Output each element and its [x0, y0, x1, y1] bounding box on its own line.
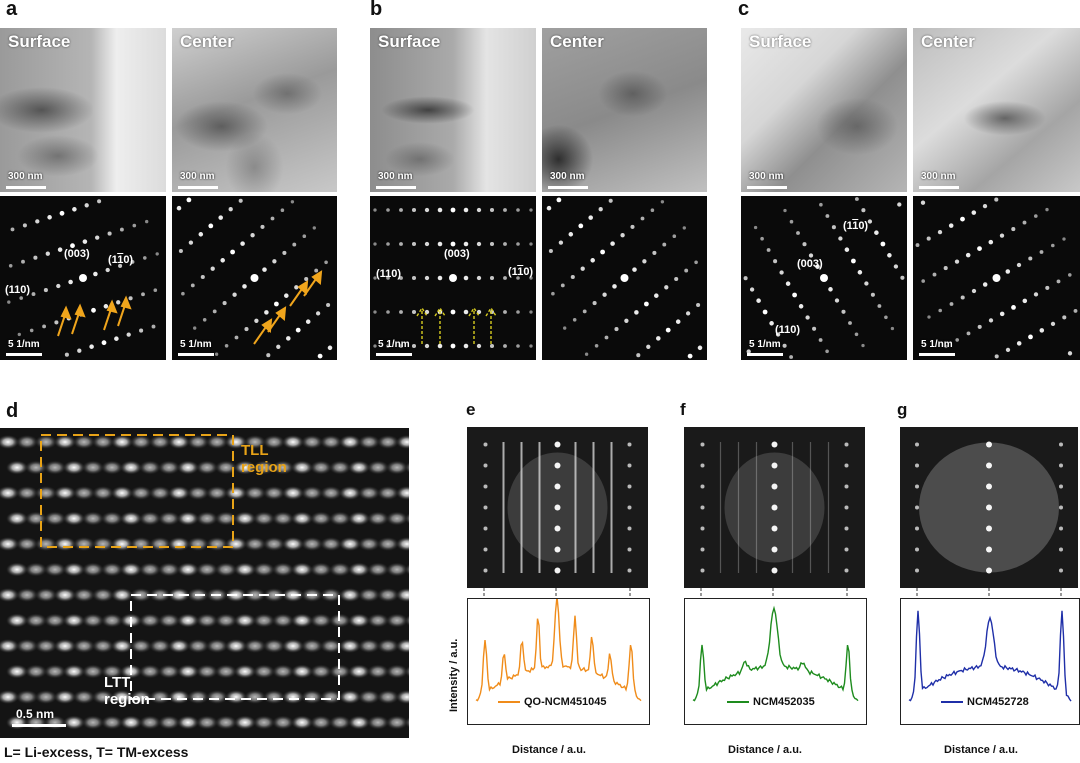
ltt-region-box: [130, 594, 340, 700]
legend-e: QO-NCM451045: [498, 696, 607, 708]
profile-curve-e: [475, 596, 642, 702]
tem-scale-bar: [178, 186, 218, 189]
legend-g: NCM452728: [941, 696, 1029, 708]
label-center: Center: [921, 32, 975, 51]
miller-index-1bar10: (110): [508, 266, 534, 278]
intensity-profile-e: QO-NCM451045: [467, 596, 650, 725]
saed-scale-bar: [747, 353, 783, 356]
fft-spots: [483, 441, 632, 574]
diffraction-spots: [915, 197, 1078, 359]
saed-scale-text: 5 1/nm: [8, 339, 40, 350]
profile-curve-g: [908, 610, 1072, 702]
fft-spots: [915, 441, 1063, 574]
superlattice-arrows: [253, 270, 323, 345]
tem-scale-bar: [919, 186, 959, 189]
tem-scale-bar: [747, 186, 787, 189]
x-axis-label: Distance / a.u.: [512, 744, 586, 756]
saed-pattern-b-surface: (003) (110) (110) 5 1/nm: [370, 196, 536, 360]
panel-letter-d: d: [6, 400, 19, 422]
profile-curve-f: [692, 605, 859, 702]
tll-region-label: TLL region: [241, 442, 287, 476]
superlattice-arrows: [416, 306, 497, 344]
miller-index-1bar10: (110): [843, 220, 869, 232]
intensity-profile-g: NCM452728: [900, 598, 1080, 725]
tem-image-a-center: Center 300 nm: [172, 28, 337, 192]
saed-scale-text: 5 1/nm: [749, 339, 781, 350]
diffraction-spots: [743, 197, 905, 359]
label-center: Center: [550, 32, 604, 51]
saed-scale-text: 5 1/nm: [921, 339, 953, 350]
fft-pattern-g: [900, 427, 1078, 588]
fft-pattern-e: [467, 427, 648, 588]
tem-scale-text: 300 nm: [749, 171, 784, 182]
ltt-region-label: LTT region: [104, 674, 150, 708]
saed-pattern-a-center: 5 1/nm: [172, 196, 337, 360]
miller-index-110: (110): [5, 284, 31, 296]
tem-scale-text: 300 nm: [378, 171, 413, 182]
miller-index-003: (003): [64, 248, 90, 260]
stem-scale-text: 0.5 nm: [16, 707, 55, 721]
intensity-profile-f: NCM452035: [684, 598, 867, 725]
miller-index-003: (003): [797, 258, 823, 270]
saed-scale-bar: [178, 353, 214, 356]
tem-scale-text: 300 nm: [180, 171, 215, 182]
miller-index-1bar10: (110): [108, 254, 134, 266]
saed-scale-bar: [6, 353, 42, 356]
figure-caption: L= Li-excess, T= TM-excess: [4, 744, 189, 760]
saed-pattern-c-center: 5 1/nm: [913, 196, 1080, 360]
tem-scale-text: 300 nm: [921, 171, 956, 182]
saed-pattern-b-center: [542, 196, 707, 360]
tem-image-a-surface: Surface 300 nm: [0, 28, 166, 192]
miller-index-110: (110): [775, 324, 801, 336]
panel-letter-g: g: [897, 400, 908, 419]
superlattice-arrows: [57, 295, 132, 337]
tem-image-c-surface: Surface 300 nm: [741, 28, 907, 192]
haadf-stem-image: TLL region LTT region 0.5 nm: [0, 428, 409, 738]
saed-scale-bar: [376, 353, 412, 356]
legend-swatch: [498, 701, 520, 703]
saed-pattern-a-surface: (003) (110) (110) 5 1/nm: [0, 196, 166, 360]
diffraction-spots: [176, 197, 333, 359]
x-axis-label: Distance / a.u.: [728, 744, 802, 756]
panel-letter-e: e: [466, 400, 476, 419]
tem-image-b-surface: Surface 300 nm: [370, 28, 536, 192]
atomic-columns: [0, 434, 409, 730]
fft-spots: [700, 441, 849, 574]
diffraction-spots: [546, 197, 703, 359]
panel-letter-a: a: [6, 0, 18, 20]
saed-scale-bar: [919, 353, 955, 356]
y-axis-label: Intensity / a.u.: [448, 638, 460, 712]
tem-scale-text: 300 nm: [550, 171, 585, 182]
legend-label: NCM452035: [753, 696, 815, 708]
saed-pattern-c-surface: (110) (003) (110) 5 1/nm: [741, 196, 907, 360]
panel-letter-f: f: [680, 400, 686, 419]
tem-scale-bar: [6, 186, 46, 189]
label-center: Center: [180, 32, 234, 51]
fft-pattern-f: [684, 427, 865, 588]
x-axis-label: Distance / a.u.: [944, 744, 1018, 756]
tem-image-b-center: Center 300 nm: [542, 28, 707, 192]
legend-label: QO-NCM451045: [524, 696, 607, 708]
label-surface: Surface: [8, 32, 71, 51]
tem-scale-text: 300 nm: [8, 171, 43, 182]
panel-letter-b: b: [370, 0, 383, 20]
tem-scale-bar: [376, 186, 416, 189]
miller-index-003: (003): [444, 248, 470, 260]
legend-swatch: [941, 701, 963, 703]
legend-label: NCM452728: [967, 696, 1029, 708]
tem-image-c-center: Center 300 nm: [913, 28, 1080, 192]
label-surface: Surface: [378, 32, 441, 51]
panel-letter-c: c: [738, 0, 750, 20]
tem-scale-bar: [548, 186, 588, 189]
label-surface: Surface: [749, 32, 812, 51]
saed-scale-text: 5 1/nm: [180, 339, 212, 350]
tll-region-box: [40, 434, 234, 548]
saed-scale-text: 5 1/nm: [378, 339, 410, 350]
legend-swatch: [727, 701, 749, 703]
legend-f: NCM452035: [727, 696, 815, 708]
miller-index-110: (110): [376, 268, 402, 280]
stem-scale-bar: [12, 724, 66, 727]
diffraction-spots: [373, 207, 533, 349]
